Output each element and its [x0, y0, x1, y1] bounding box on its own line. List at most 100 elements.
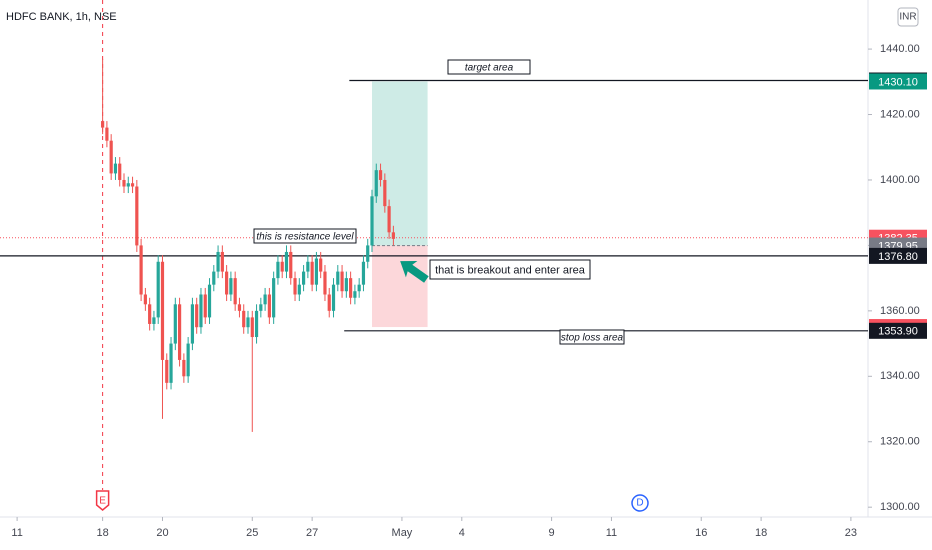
candle-body: [160, 261, 165, 360]
candle-body: [195, 304, 199, 328]
candle-body: [237, 304, 242, 311]
candle-body: [361, 261, 366, 285]
candle-body: [182, 359, 186, 377]
candle-body: [156, 261, 160, 318]
candle-body: [225, 271, 229, 295]
event-label: E: [99, 496, 106, 507]
candle-body: [353, 291, 357, 298]
event-marker: [95, 490, 110, 511]
candle-body: [229, 278, 233, 295]
candle-body: [148, 304, 152, 324]
y-tick-label: 1400.00: [880, 174, 920, 186]
candle-body: [152, 317, 156, 324]
currency-box[interactable]: [897, 7, 919, 27]
candle-body: [357, 284, 361, 292]
stop-zone: [372, 245, 428, 328]
currency: INR: [899, 12, 916, 23]
candle-body: [101, 121, 105, 128]
candle-body: [220, 251, 224, 272]
candle-body: [242, 310, 246, 328]
candle-body: [113, 163, 118, 174]
candle-body: [387, 206, 391, 233]
candle-body: [139, 245, 143, 295]
plot: target area this is resistance level that …: [0, 0, 868, 490]
x-tick-label: 11: [606, 527, 617, 539]
candle-body: [314, 258, 319, 285]
x-tick-label: 11: [11, 527, 22, 539]
candle-body: [391, 232, 395, 239]
x-tick-label: May: [392, 527, 413, 539]
annotation-box: [429, 259, 591, 280]
candle-body: [272, 278, 276, 318]
price-label-box: [869, 73, 927, 90]
x-tick-label: 25: [246, 527, 258, 539]
candle-body: [259, 304, 263, 311]
x-tick-label: 27: [306, 527, 318, 539]
annotation-box: [559, 329, 625, 345]
candle-body: [250, 317, 254, 338]
x-tick-label: 23: [845, 527, 857, 539]
annotation: target area: [465, 63, 514, 74]
candle-body: [186, 343, 190, 377]
candle-body: [130, 183, 135, 187]
candle-body: [349, 278, 353, 298]
candle-body: [289, 251, 293, 279]
candle-body: [319, 258, 323, 272]
annotation: stop loss area: [561, 333, 624, 344]
candle-body: [306, 261, 310, 272]
price-label-box: [869, 322, 927, 339]
candle-body: [284, 251, 289, 272]
candle-body: [280, 261, 284, 272]
candle-body: [378, 170, 383, 180]
y-tick-label: 1360.00: [880, 305, 920, 317]
candle-body: [203, 294, 207, 318]
candle-body: [297, 284, 301, 295]
candle-body: [276, 261, 280, 279]
candle-body: [216, 251, 220, 272]
annotation: this is resistance level: [256, 232, 354, 243]
candle-body: [293, 278, 297, 295]
annotation-box: [447, 59, 531, 75]
event-label: D: [636, 498, 643, 509]
x-tick-label: 16: [695, 527, 707, 539]
candle-body: [246, 317, 250, 328]
price-label: 1430.10: [878, 76, 918, 88]
candle-body: [254, 310, 259, 338]
candle-body: [165, 359, 169, 383]
candle-body: [366, 245, 370, 262]
candle-body: [135, 186, 139, 246]
x-tick-label: 9: [549, 527, 555, 539]
candle-body: [122, 179, 126, 187]
candle-body: [233, 278, 237, 305]
candle-body: [331, 284, 336, 311]
price-label: 1376.80: [878, 251, 918, 263]
annotation: that is breakout and enter area: [435, 264, 586, 276]
x-tick-label: 18: [96, 527, 108, 539]
candle-body: [336, 271, 340, 285]
candle-body: [207, 284, 212, 318]
candle-body: [143, 294, 147, 305]
candle-body: [105, 127, 109, 141]
candle-body: [199, 294, 203, 328]
candle-body: [169, 343, 173, 383]
x-tick-label: 4: [459, 527, 465, 539]
candle-body: [344, 278, 348, 292]
y-tick-label: 1340.00: [880, 370, 920, 382]
candle-body: [190, 304, 195, 344]
candle-body: [370, 196, 374, 246]
target-zone: [372, 81, 428, 246]
candle-body: [340, 271, 344, 292]
candle-body: [323, 271, 327, 295]
candle-body: [310, 261, 314, 285]
event-marker: [631, 494, 649, 512]
candle-body: [374, 170, 378, 197]
candle-body: [267, 294, 271, 318]
candle-body: [212, 271, 216, 285]
candle-body: [263, 294, 267, 305]
candle-body: [173, 304, 177, 344]
candle-body: [327, 294, 331, 311]
price-label-box: [869, 247, 927, 264]
candle-body: [383, 179, 387, 207]
